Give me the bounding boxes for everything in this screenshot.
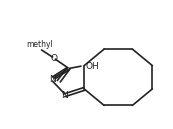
Text: O: O	[50, 54, 57, 63]
Text: N: N	[49, 75, 55, 83]
Text: methyl: methyl	[26, 40, 53, 49]
Text: OH: OH	[85, 62, 99, 71]
Text: N: N	[61, 91, 68, 100]
